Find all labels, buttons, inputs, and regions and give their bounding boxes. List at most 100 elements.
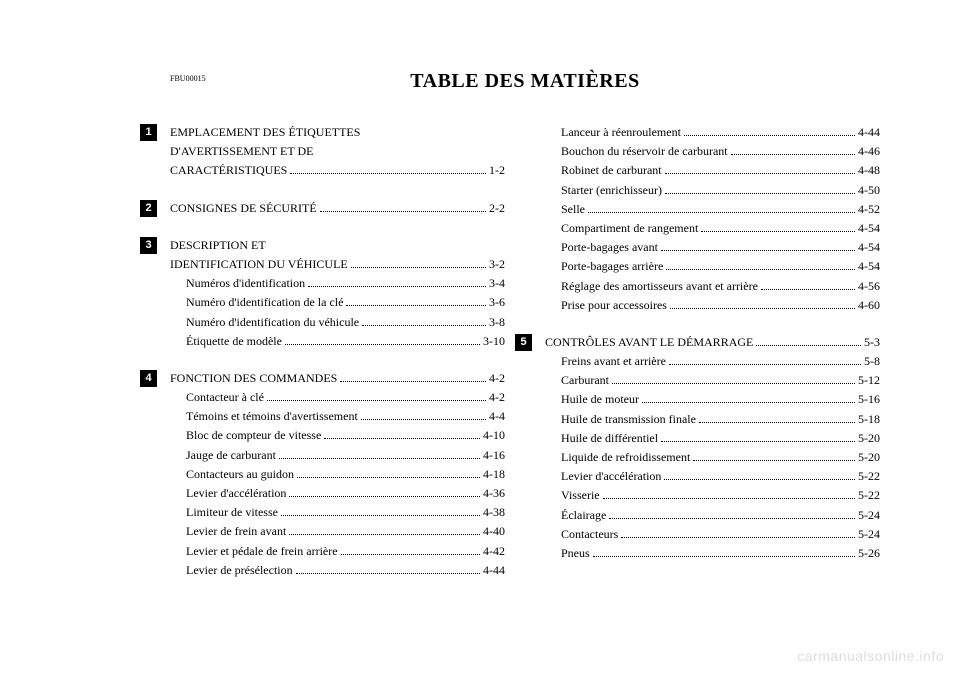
toc-dots (341, 543, 480, 555)
toc-dots (603, 488, 855, 500)
toc-line: Selle4-52 (545, 200, 880, 219)
toc-label: Numéros d'identification (186, 274, 305, 293)
toc-page: 5-20 (858, 448, 880, 467)
section-badge: 4 (140, 370, 157, 387)
toc-dots (285, 333, 480, 345)
toc-label: Contacteurs au guidon (186, 465, 294, 484)
toc-page: 4-50 (858, 181, 880, 200)
toc-label: Huile de transmission finale (561, 410, 696, 429)
toc-dots (340, 370, 486, 382)
toc-dots (609, 507, 855, 519)
toc-line: Contacteur à clé4-2 (170, 388, 505, 407)
toc-page: 3-6 (489, 293, 505, 312)
toc-label: Huile de différentiel (561, 429, 658, 448)
toc-page: 4-40 (483, 522, 505, 541)
toc-dots (731, 143, 855, 155)
toc-line: Carburant5-12 (545, 371, 880, 390)
toc-dots (308, 275, 486, 287)
toc-page: 4-54 (858, 238, 880, 257)
toc-page: 3-2 (489, 255, 505, 274)
toc-section: Lanceur à réenroulement4-44Bouchon du ré… (545, 123, 880, 315)
toc-label: IDENTIFICATION DU VÉHICULE (170, 255, 348, 274)
toc-line: Étiquette de modèle 3-10 (170, 332, 505, 351)
toc-page: 4-4 (489, 407, 505, 426)
toc-page: 5-16 (858, 390, 880, 409)
toc-page: 4-10 (483, 426, 505, 445)
toc-line: Compartiment de rangement4-54 (545, 219, 880, 238)
toc-page: 5-22 (858, 467, 880, 486)
toc-label: Starter (enrichisseur) (561, 181, 662, 200)
toc-dots (324, 428, 480, 440)
toc-line: D'AVERTISSEMENT ET DE (170, 142, 505, 161)
toc-page: 5-24 (858, 506, 880, 525)
toc-line: Numéro d'identification de la clé 3-6 (170, 293, 505, 312)
toc-label: Levier d'accélération (561, 467, 661, 486)
toc-line: Levier de frein avant4-40 (170, 522, 505, 541)
toc-page: 4-38 (483, 503, 505, 522)
toc-line: Réglage des amortisseurs avant et arrièr… (545, 277, 880, 296)
toc-label: Numéro d'identification de la clé (186, 293, 343, 312)
toc-dots (665, 182, 855, 194)
toc-label: Levier d'accélération (186, 484, 286, 503)
toc-line: Contacteurs5-24 (545, 525, 880, 544)
toc-dots (669, 353, 861, 365)
toc-dots (670, 297, 855, 309)
toc-label: CONTRÔLES AVANT LE DÉMARRAGE (545, 333, 753, 352)
toc-dots (362, 314, 486, 326)
toc-dots (699, 411, 855, 423)
toc-page: 5-18 (858, 410, 880, 429)
toc-dots (612, 372, 855, 384)
toc-line: Témoins et témoins d'avertissement4-4 (170, 407, 505, 426)
toc-label: DESCRIPTION ET (170, 236, 266, 255)
toc-column: 1EMPLACEMENT DES ÉTIQUETTESD'AVERTISSEME… (170, 123, 505, 598)
toc-page: 2-2 (489, 199, 505, 218)
toc-line: IDENTIFICATION DU VÉHICULE 3-2 (170, 255, 505, 274)
toc-dots (281, 504, 480, 516)
toc-label: Porte-bagages arrière (561, 257, 663, 276)
toc-label: Étiquette de modèle (186, 332, 282, 351)
section-badge: 3 (140, 237, 157, 254)
toc-page: 3-4 (489, 274, 505, 293)
toc-page: 4-54 (858, 257, 880, 276)
toc-line: Jauge de carburant4-16 (170, 446, 505, 465)
toc-page: 5-3 (864, 333, 880, 352)
toc-page: 4-56 (858, 277, 880, 296)
toc-line: Levier et pédale de frein arrière4-42 (170, 542, 505, 561)
toc-line: Freins avant et arrière5-8 (545, 352, 880, 371)
toc-line: FONCTION DES COMMANDES4-2 (170, 369, 505, 388)
toc-dots (761, 278, 855, 290)
toc-label: Limiteur de vitesse (186, 503, 278, 522)
toc-dots (267, 389, 486, 401)
toc-page: 4-2 (489, 388, 505, 407)
toc-dots (296, 562, 480, 574)
toc-page: 4-60 (858, 296, 880, 315)
toc-label: Visserie (561, 486, 600, 505)
toc-label: Levier et pédale de frein arrière (186, 542, 338, 561)
toc-label: Porte-bagages avant (561, 238, 658, 257)
toc-line: Porte-bagages arrière 4-54 (545, 257, 880, 276)
toc-label: CARACTÉRISTIQUES (170, 161, 287, 180)
toc-dots (642, 392, 855, 404)
toc-page: 4-16 (483, 446, 505, 465)
toc-dots (666, 259, 855, 271)
toc-page: 3-10 (483, 332, 505, 351)
toc-dots (279, 447, 480, 459)
toc-page: 4-2 (489, 369, 505, 388)
toc-label: Numéro d'identification du véhicule (186, 313, 359, 332)
toc-dots (351, 256, 486, 268)
toc-label: Pneus (561, 544, 590, 563)
toc-page: 4-46 (858, 142, 880, 161)
toc-line: Contacteurs au guidon4-18 (170, 465, 505, 484)
toc-line: EMPLACEMENT DES ÉTIQUETTES (170, 123, 505, 142)
toc-dots (693, 449, 855, 461)
toc-label: EMPLACEMENT DES ÉTIQUETTES (170, 123, 360, 142)
toc-page: 5-20 (858, 429, 880, 448)
toc-label: Compartiment de rangement (561, 219, 698, 238)
toc-page: 5-24 (858, 525, 880, 544)
toc-dots (289, 485, 480, 497)
toc-label: Levier de présélection (186, 561, 293, 580)
toc-page: 4-52 (858, 200, 880, 219)
toc-line: Huile de différentiel 5-20 (545, 429, 880, 448)
toc-page: 5-26 (858, 544, 880, 563)
toc-page: 4-36 (483, 484, 505, 503)
